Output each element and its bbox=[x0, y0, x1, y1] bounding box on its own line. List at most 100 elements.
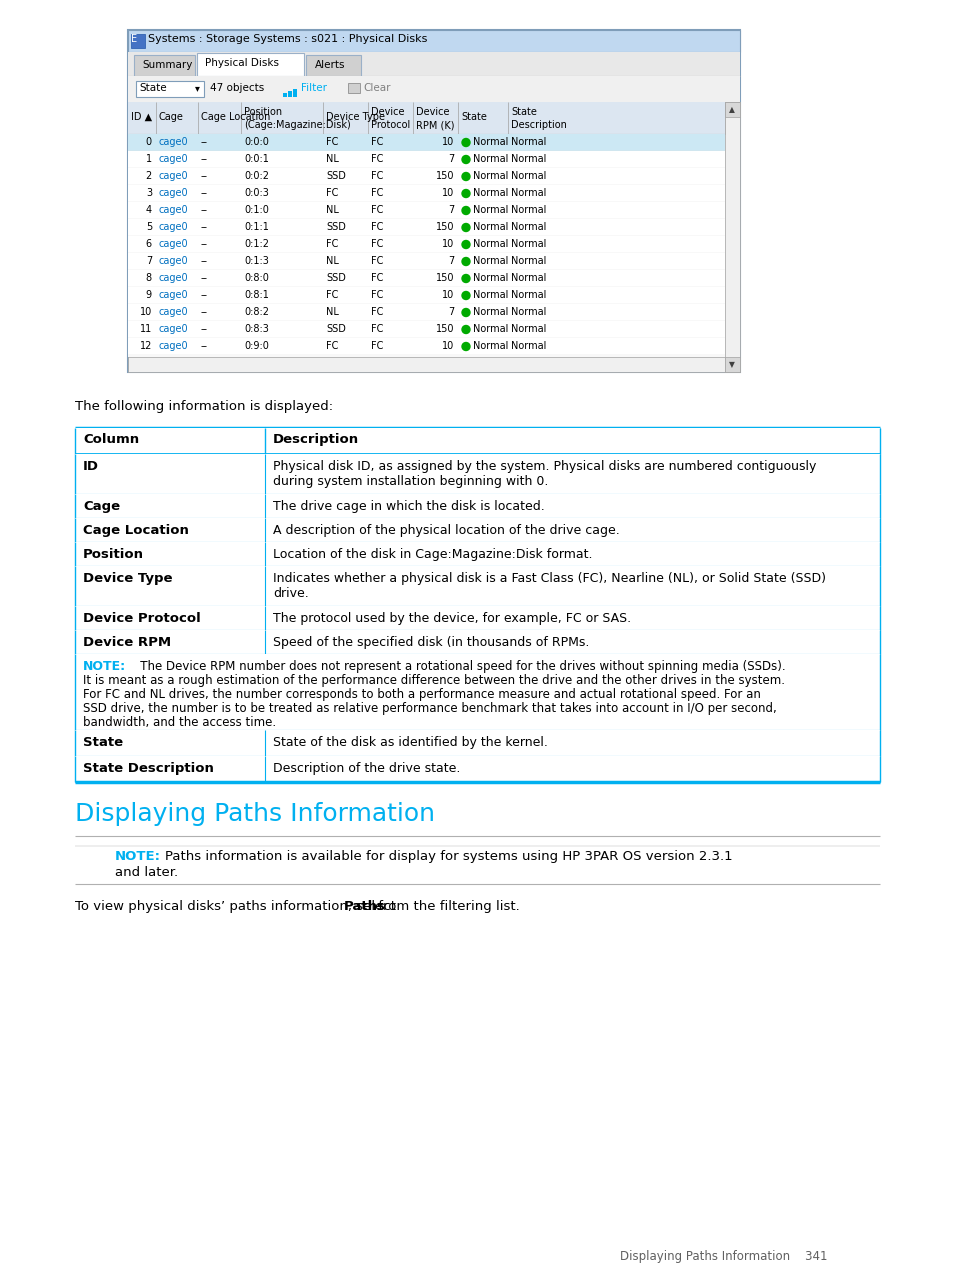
Bar bbox=[128, 52, 740, 76]
Text: Normal: Normal bbox=[473, 273, 508, 283]
Text: NL: NL bbox=[326, 205, 338, 215]
Text: Position: Position bbox=[83, 548, 144, 561]
Text: Clear: Clear bbox=[363, 83, 390, 93]
Text: Normal: Normal bbox=[473, 222, 508, 233]
Bar bbox=[133, 55, 195, 76]
Text: Normal: Normal bbox=[473, 341, 508, 351]
Text: during system installation beginning with 0.: during system installation beginning wit… bbox=[273, 475, 548, 488]
Text: cage0: cage0 bbox=[159, 290, 189, 300]
Bar bbox=[128, 253, 724, 269]
Text: FC: FC bbox=[326, 137, 338, 147]
Text: 10: 10 bbox=[441, 290, 454, 300]
Bar bbox=[75, 428, 879, 454]
Text: FC: FC bbox=[371, 205, 383, 215]
Circle shape bbox=[461, 240, 470, 249]
Bar bbox=[197, 53, 304, 76]
Circle shape bbox=[461, 342, 470, 351]
Text: Displaying Paths Information: Displaying Paths Information bbox=[75, 802, 435, 826]
Text: cage0: cage0 bbox=[159, 308, 189, 316]
Text: E: E bbox=[131, 34, 137, 44]
Bar bbox=[75, 730, 879, 756]
Text: State Description: State Description bbox=[83, 763, 213, 775]
Text: --: -- bbox=[201, 154, 208, 164]
Bar bbox=[128, 269, 724, 287]
Text: Systems : Storage Systems : s021 : Physical Disks: Systems : Storage Systems : s021 : Physi… bbox=[148, 34, 427, 44]
Text: 0:9:0: 0:9:0 bbox=[244, 341, 269, 351]
Text: ID: ID bbox=[83, 460, 99, 473]
Text: FC: FC bbox=[371, 222, 383, 233]
Bar bbox=[128, 357, 724, 372]
Text: cage0: cage0 bbox=[159, 137, 189, 147]
Text: 1: 1 bbox=[146, 154, 152, 164]
Bar bbox=[75, 519, 879, 541]
Text: 0:8:2: 0:8:2 bbox=[244, 308, 269, 316]
Text: 0:0:0: 0:0:0 bbox=[244, 137, 269, 147]
Text: 0:8:0: 0:8:0 bbox=[244, 273, 269, 283]
Bar bbox=[348, 83, 359, 93]
Text: Normal: Normal bbox=[511, 290, 546, 300]
Text: State: State bbox=[511, 107, 537, 117]
Text: Cage Location: Cage Location bbox=[83, 524, 189, 538]
Text: Description: Description bbox=[273, 433, 358, 446]
Text: The drive cage in which the disk is located.: The drive cage in which the disk is loca… bbox=[273, 500, 544, 513]
Text: RPM (K): RPM (K) bbox=[416, 119, 454, 130]
Text: 3: 3 bbox=[146, 188, 152, 198]
Bar bbox=[283, 93, 287, 97]
Text: Device: Device bbox=[371, 107, 404, 117]
Text: NL: NL bbox=[326, 154, 338, 164]
Text: Paths information is available for display for systems using HP 3PAR OS version : Paths information is available for displ… bbox=[165, 850, 732, 863]
Text: Normal: Normal bbox=[473, 290, 508, 300]
Text: SSD drive, the number is to be treated as relative performance benchmark that ta: SSD drive, the number is to be treated a… bbox=[83, 702, 776, 716]
Text: A description of the physical location of the drive cage.: A description of the physical location o… bbox=[273, 524, 619, 538]
Text: For FC and NL drives, the number corresponds to both a performance measure and a: For FC and NL drives, the number corresp… bbox=[83, 688, 760, 702]
Circle shape bbox=[461, 189, 470, 197]
Text: 0:0:1: 0:0:1 bbox=[244, 154, 269, 164]
Text: 0:1:0: 0:1:0 bbox=[244, 205, 269, 215]
Text: --: -- bbox=[201, 290, 208, 300]
Bar bbox=[128, 102, 724, 133]
Text: Speed of the specified disk (in thousands of RPMs.: Speed of the specified disk (in thousand… bbox=[273, 636, 589, 649]
Text: NOTE:: NOTE: bbox=[115, 850, 161, 863]
Text: 11: 11 bbox=[139, 324, 152, 334]
Text: FC: FC bbox=[371, 239, 383, 249]
Text: cage0: cage0 bbox=[159, 324, 189, 334]
Text: FC: FC bbox=[371, 290, 383, 300]
Text: FC: FC bbox=[371, 341, 383, 351]
Text: Normal: Normal bbox=[473, 255, 508, 266]
Text: 0:1:2: 0:1:2 bbox=[244, 239, 269, 249]
Text: --: -- bbox=[201, 222, 208, 233]
Bar bbox=[75, 606, 879, 630]
Text: Summary: Summary bbox=[142, 60, 193, 70]
Text: Device RPM: Device RPM bbox=[83, 636, 171, 649]
Text: --: -- bbox=[201, 255, 208, 266]
Text: State: State bbox=[139, 83, 167, 93]
Text: Normal: Normal bbox=[511, 205, 546, 215]
Text: --: -- bbox=[201, 273, 208, 283]
Text: FC: FC bbox=[326, 188, 338, 198]
Text: Normal: Normal bbox=[511, 137, 546, 147]
Text: --: -- bbox=[201, 172, 208, 180]
Text: Normal: Normal bbox=[511, 172, 546, 180]
Text: NL: NL bbox=[326, 308, 338, 316]
Bar bbox=[128, 355, 724, 357]
Text: Filter: Filter bbox=[301, 83, 327, 93]
Text: Normal: Normal bbox=[511, 222, 546, 233]
Text: 12: 12 bbox=[139, 341, 152, 351]
Text: It is meant as a rough estimation of the performance difference between the driv: It is meant as a rough estimation of the… bbox=[83, 674, 784, 688]
Text: FC: FC bbox=[371, 308, 383, 316]
Text: SSD: SSD bbox=[326, 222, 346, 233]
Text: cage0: cage0 bbox=[159, 255, 189, 266]
Bar bbox=[128, 186, 724, 202]
Bar bbox=[128, 133, 724, 151]
Text: Normal: Normal bbox=[473, 154, 508, 164]
Text: ID ▲: ID ▲ bbox=[131, 112, 152, 122]
Bar bbox=[724, 357, 740, 372]
Text: Device Type: Device Type bbox=[326, 112, 385, 122]
Bar bbox=[724, 102, 740, 117]
Bar bbox=[128, 76, 740, 102]
Text: Physical Disks: Physical Disks bbox=[205, 58, 279, 69]
Circle shape bbox=[461, 224, 470, 231]
Circle shape bbox=[461, 258, 470, 266]
Bar bbox=[128, 202, 724, 219]
Text: Normal: Normal bbox=[473, 137, 508, 147]
